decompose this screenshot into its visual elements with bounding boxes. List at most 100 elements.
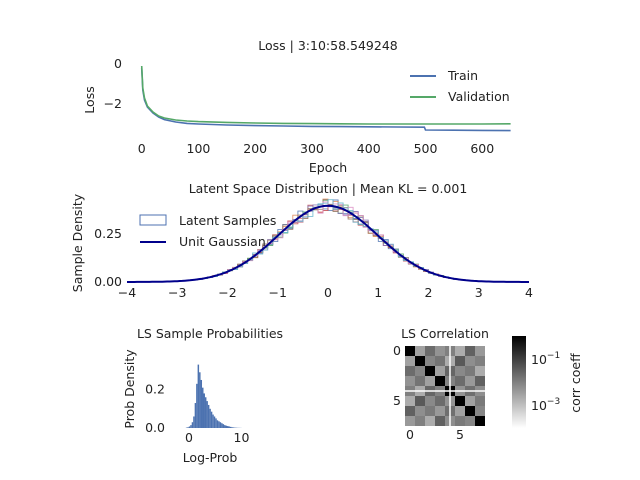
corr-cell bbox=[415, 396, 425, 406]
corr-cell bbox=[425, 406, 435, 416]
corr-cell bbox=[455, 406, 465, 416]
corr-cell bbox=[425, 396, 435, 406]
corr-ytick-label: 5 bbox=[393, 393, 401, 408]
latent-xtick-label: −4 bbox=[118, 285, 136, 300]
loss-xtick-label: 600 bbox=[470, 141, 494, 156]
corr-cell bbox=[455, 356, 465, 366]
latent-xtick-label: 3 bbox=[475, 285, 483, 300]
logprob-bar bbox=[225, 425, 228, 428]
corr-cell bbox=[435, 366, 445, 376]
corr-cell bbox=[405, 346, 415, 356]
corr-cell bbox=[425, 416, 435, 426]
latent-gaussian bbox=[127, 204, 529, 283]
logprob-bar bbox=[207, 404, 210, 428]
corr-ticks: 0 5 0 5 bbox=[393, 343, 464, 442]
corr-cell bbox=[455, 416, 465, 426]
corr-cell bbox=[465, 366, 475, 376]
logprob-bar bbox=[193, 416, 195, 428]
loss-lines bbox=[140, 65, 511, 132]
corr-cell bbox=[435, 416, 445, 426]
corr-cell bbox=[475, 396, 485, 406]
corr-cell bbox=[425, 376, 435, 386]
logprob-bar bbox=[206, 401, 208, 428]
corr-cell bbox=[455, 376, 465, 386]
corr-panel: LS Correlation 0 5 0 5 10−1 10−3 corr coeff bbox=[393, 326, 583, 442]
logprob-panel: LS Sample Probabilities Prob Density Log… bbox=[122, 326, 283, 465]
logprob-bars bbox=[185, 364, 242, 428]
corr-cell bbox=[415, 406, 425, 416]
loss-xtick-label: 400 bbox=[357, 141, 381, 156]
latent-xtick-label: −3 bbox=[168, 285, 186, 300]
corr-cell bbox=[455, 346, 465, 356]
corr-cell bbox=[455, 396, 465, 406]
unit-gaussian-curve bbox=[127, 204, 529, 283]
corr-cell bbox=[415, 366, 425, 376]
corr-ytick-label: 0 bbox=[393, 343, 401, 358]
corr-cell bbox=[405, 356, 415, 366]
loss-panel: Loss | 3:10:58.549248 Loss Epoch 0 100 200… bbox=[82, 38, 511, 175]
corr-cell bbox=[405, 366, 415, 376]
latent-xtick-label: −1 bbox=[269, 285, 287, 300]
latent-title: Latent Space Distribution | Mean KL = 0.… bbox=[189, 181, 468, 196]
loss-xtick-label: 200 bbox=[243, 141, 267, 156]
logprob-bar bbox=[231, 427, 233, 428]
legend-latent-swatch bbox=[139, 214, 167, 226]
logprob-bar bbox=[187, 427, 189, 428]
loss-ylabel: Loss bbox=[82, 86, 97, 113]
corr-cell bbox=[455, 366, 465, 376]
corr-cell bbox=[405, 416, 415, 426]
loss-title: Loss | 3:10:58.549248 bbox=[258, 38, 398, 53]
logprob-bar bbox=[232, 427, 235, 428]
latent-xtick-label: 0 bbox=[324, 285, 332, 300]
logprob-bar bbox=[212, 414, 214, 428]
loss-xtick-label: 100 bbox=[187, 141, 211, 156]
logprob-ytick-label: 0.0 bbox=[145, 420, 165, 435]
logprob-title: LS Sample Probabilities bbox=[137, 326, 283, 341]
logprob-ticks: 0 10 0.0 0.2 bbox=[145, 382, 249, 445]
corr-cell bbox=[435, 356, 445, 366]
logprob-bar bbox=[219, 422, 222, 428]
loss-xtick-label: 500 bbox=[414, 141, 438, 156]
logprob-ytick-label: 0.2 bbox=[145, 382, 165, 397]
loss-ticks: 0 100 200 300 400 500 600 0 −2 bbox=[104, 56, 495, 156]
corr-cell bbox=[405, 406, 415, 416]
validation-loss-line bbox=[140, 65, 511, 125]
latent-xtick-label: −2 bbox=[218, 285, 236, 300]
loss-ytick-label: −2 bbox=[104, 96, 122, 111]
logprob-bar bbox=[222, 424, 225, 428]
legend-latent-label: Latent Samples bbox=[179, 213, 276, 228]
corr-cell bbox=[425, 366, 435, 376]
legend-validation-label: Validation bbox=[448, 89, 510, 104]
corr-cell bbox=[435, 346, 445, 356]
loss-legend: Train Validation bbox=[410, 68, 510, 104]
corr-cell bbox=[435, 406, 445, 416]
corr-cell bbox=[435, 376, 445, 386]
loss-xlabel: Epoch bbox=[309, 160, 347, 175]
corr-xtick-label: 0 bbox=[406, 427, 414, 442]
corr-cell bbox=[465, 346, 475, 356]
logprob-bar bbox=[203, 393, 205, 428]
latent-ytick-label: 0.00 bbox=[94, 274, 122, 289]
logprob-bar bbox=[216, 420, 219, 428]
corr-cell bbox=[475, 416, 485, 426]
latent-ylabel: Sample Density bbox=[70, 193, 85, 292]
logprob-xtick-label: 10 bbox=[234, 430, 250, 445]
corr-cell bbox=[465, 356, 475, 366]
corr-cell bbox=[475, 376, 485, 386]
corr-cell bbox=[435, 396, 445, 406]
logprob-bar bbox=[191, 422, 194, 428]
corr-cell bbox=[415, 376, 425, 386]
logprob-bar bbox=[210, 411, 213, 428]
colorbar-label: corr coeff bbox=[568, 353, 583, 413]
corr-cell bbox=[475, 356, 485, 366]
corr-xtick-label: 5 bbox=[456, 427, 464, 442]
corr-cell bbox=[405, 396, 415, 406]
latent-xtick-label: 1 bbox=[374, 285, 382, 300]
logprob-bar bbox=[200, 379, 203, 428]
logprob-bar bbox=[190, 425, 192, 428]
logprob-bar bbox=[196, 383, 198, 428]
logprob-bar bbox=[221, 423, 223, 428]
corr-cell bbox=[425, 356, 435, 366]
colorbar-ticks: 10−1 10−3 bbox=[531, 351, 560, 413]
